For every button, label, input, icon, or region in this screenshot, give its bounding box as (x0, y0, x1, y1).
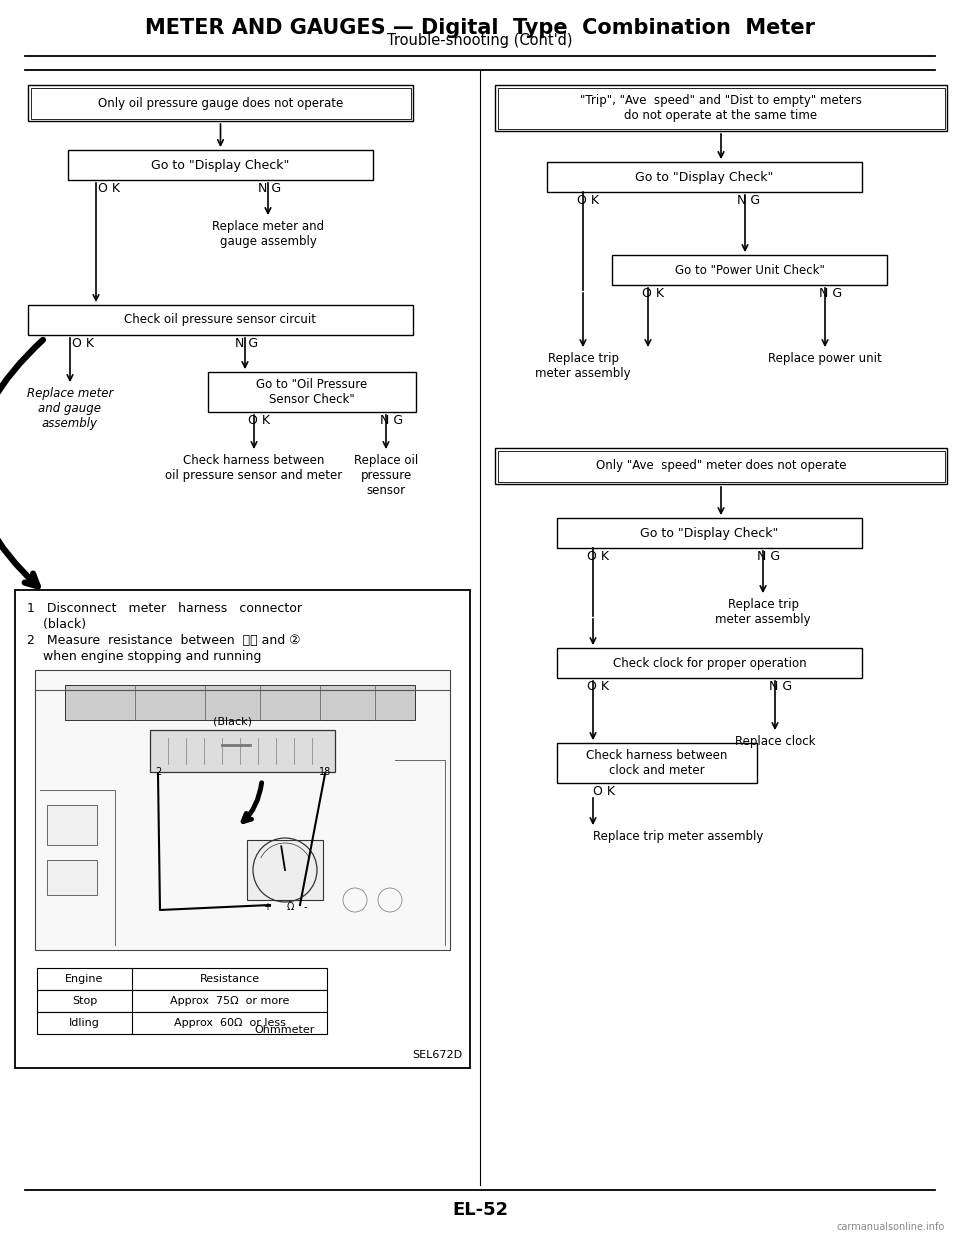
Text: Only oil pressure gauge does not operate: Only oil pressure gauge does not operate (98, 97, 343, 109)
Bar (47, 805, 97, 846)
Text: Replace meter
and gauge
assembly: Replace meter and gauge assembly (27, 387, 113, 430)
Bar (37, 990, 327, 1011)
Text: O K: O K (98, 182, 120, 196)
Text: +: + (263, 903, 271, 912)
Bar (495, 448, 947, 484)
Bar (150, 730, 335, 773)
Text: 1   Disconnect   meter   harness   connector: 1 Disconnect meter harness connector (27, 602, 302, 615)
Bar (35, 670, 450, 950)
Text: Go to "Display Check": Go to "Display Check" (640, 526, 779, 540)
Text: O K: O K (587, 550, 609, 563)
Text: Replace trip meter assembly: Replace trip meter assembly (593, 829, 763, 843)
Text: Go to "Display Check": Go to "Display Check" (152, 158, 290, 172)
Bar (497, 88, 945, 129)
Text: O K: O K (577, 194, 599, 207)
Text: Approx  60Ω  or less: Approx 60Ω or less (174, 1018, 285, 1028)
Text: 2: 2 (155, 768, 161, 777)
Text: Ohmmeter: Ohmmeter (254, 1025, 315, 1035)
Text: when engine stopping and running: when engine stopping and running (27, 650, 261, 664)
Text: Replace oil
pressure
sensor: Replace oil pressure sensor (354, 454, 419, 496)
Text: N G: N G (258, 182, 281, 196)
Text: carmanualsonline.info: carmanualsonline.info (837, 1222, 945, 1232)
Text: Replace meter and
gauge assembly: Replace meter and gauge assembly (212, 220, 324, 248)
Bar (47, 860, 97, 895)
Text: Go to "Display Check": Go to "Display Check" (636, 171, 774, 183)
Text: Replace power unit: Replace power unit (768, 352, 882, 365)
Text: 2   Measure  resistance  between  ⓑⓑ and ②: 2 Measure resistance between ⓑⓑ and ② (27, 634, 300, 647)
FancyArrowPatch shape (0, 340, 43, 587)
Text: "Trip", "Ave  speed" and "Dist to empty" meters
do not operate at the same time: "Trip", "Ave speed" and "Dist to empty" … (580, 94, 862, 123)
Bar (65, 685, 415, 721)
Text: N G: N G (757, 550, 780, 563)
Text: N G: N G (235, 337, 258, 350)
Text: Trouble-shooting (Cont'd): Trouble-shooting (Cont'd) (387, 33, 573, 48)
Text: 18: 18 (319, 768, 331, 777)
Text: N G: N G (380, 413, 403, 427)
Bar (495, 85, 947, 131)
Text: Idling: Idling (69, 1018, 100, 1028)
Text: O K: O K (593, 785, 615, 799)
FancyArrowPatch shape (243, 782, 262, 822)
Text: Go to "Oil Pressure
Sensor Check": Go to "Oil Pressure Sensor Check" (256, 378, 368, 406)
Text: -: - (303, 903, 307, 912)
Text: Only "Ave  speed" meter does not operate: Only "Ave speed" meter does not operate (596, 459, 847, 473)
Bar (557, 743, 757, 782)
Bar (28, 305, 413, 335)
Text: Resistance: Resistance (200, 974, 259, 984)
Bar (612, 255, 887, 285)
Text: O K: O K (248, 413, 270, 427)
Bar (68, 150, 373, 180)
Text: O K: O K (72, 337, 94, 350)
Text: SEL672D: SEL672D (412, 1050, 462, 1060)
Text: Approx  75Ω  or more: Approx 75Ω or more (170, 997, 289, 1006)
Text: Go to "Power Unit Check": Go to "Power Unit Check" (675, 264, 825, 276)
Text: Replace clock: Replace clock (734, 735, 815, 748)
Bar (247, 841, 323, 900)
Text: N G: N G (737, 194, 760, 207)
Text: Ω: Ω (286, 903, 294, 912)
Bar (557, 517, 862, 548)
Text: Check harness between
oil pressure sensor and meter: Check harness between oil pressure senso… (165, 454, 343, 482)
Text: Check harness between
clock and meter: Check harness between clock and meter (587, 749, 728, 777)
Text: Replace trip
meter assembly: Replace trip meter assembly (715, 598, 811, 626)
Text: (black): (black) (27, 618, 86, 631)
Bar (497, 451, 945, 482)
Bar (15, 591, 470, 1068)
Text: (Black): (Black) (213, 717, 252, 727)
Text: EL-52: EL-52 (452, 1201, 508, 1219)
Text: METER AND GAUGES — Digital  Type  Combination  Meter: METER AND GAUGES — Digital Type Combinat… (145, 19, 815, 38)
Text: Engine: Engine (65, 974, 104, 984)
Text: Check oil pressure sensor circuit: Check oil pressure sensor circuit (125, 313, 317, 327)
Bar (37, 1011, 327, 1034)
Bar (28, 85, 413, 121)
Text: O K: O K (642, 287, 664, 300)
Text: N G: N G (819, 287, 842, 300)
Bar (208, 371, 416, 412)
Text: N G: N G (769, 680, 792, 693)
Bar (31, 88, 411, 119)
Bar (547, 162, 862, 192)
Text: Stop: Stop (72, 997, 97, 1006)
Text: Replace trip
meter assembly: Replace trip meter assembly (535, 352, 631, 380)
Text: Check clock for proper operation: Check clock for proper operation (612, 656, 806, 670)
Text: O K: O K (587, 680, 609, 693)
Bar (557, 647, 862, 678)
Bar (37, 968, 327, 990)
